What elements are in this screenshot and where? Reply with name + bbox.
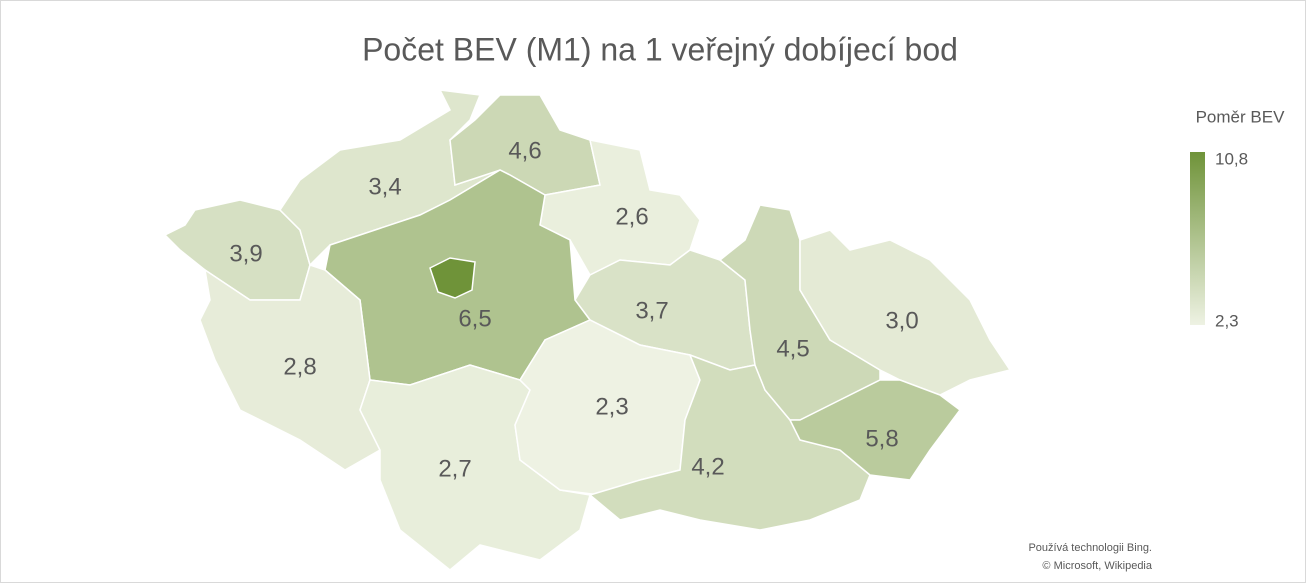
data-label: 4,5 bbox=[776, 335, 809, 362]
data-label: 4,6 bbox=[508, 137, 541, 164]
data-label: 2,6 bbox=[615, 203, 648, 230]
attribution: Používá technologii Bing. bbox=[1028, 542, 1152, 554]
chart-title: Počet BEV (M1) na 1 veřejný dobíjecí bod bbox=[362, 31, 958, 67]
attribution: © Microsoft, Wikipedia bbox=[1042, 560, 1152, 572]
data-label: 3,0 bbox=[885, 307, 918, 334]
legend-gradient bbox=[1190, 152, 1205, 325]
data-label: 5,8 bbox=[865, 425, 898, 452]
data-label: 3,7 bbox=[635, 297, 668, 324]
data-label: 2,3 bbox=[595, 393, 628, 420]
data-label: 2,8 bbox=[283, 353, 316, 380]
region bbox=[539, 139, 701, 276]
data-label: 3,4 bbox=[368, 173, 401, 200]
legend-title: Poměr BEV bbox=[1196, 107, 1285, 126]
legend-min-label: 2,3 bbox=[1215, 311, 1239, 330]
legend-max-label: 10,8 bbox=[1215, 149, 1248, 168]
data-label: 3,9 bbox=[229, 240, 262, 267]
data-label: 4,2 bbox=[691, 453, 724, 480]
region bbox=[788, 379, 962, 481]
region bbox=[429, 257, 476, 299]
region bbox=[799, 229, 1012, 396]
data-label: 6,5 bbox=[458, 305, 491, 332]
data-label: 2,7 bbox=[438, 455, 471, 482]
